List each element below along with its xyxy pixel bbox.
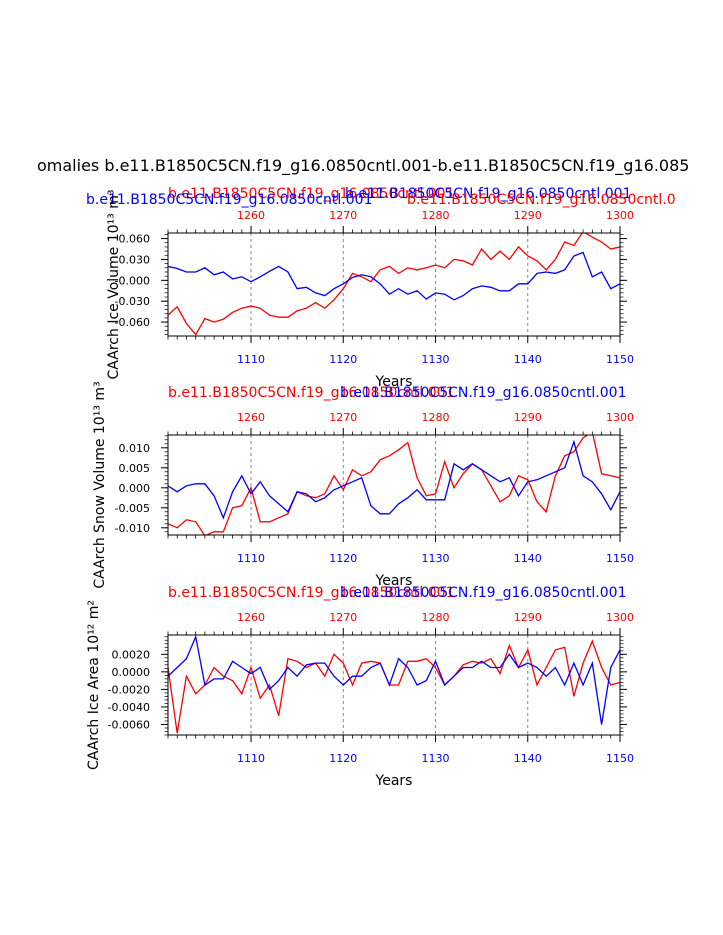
x-bottom-tick-label: 1140 [514,752,542,765]
x-top-tick-label: 1290 [514,411,542,424]
ice-area-panel: b.e11.B1850C5CN.f19_g16.0850cntl.001 b.e… [86,585,634,789]
ice-volume-panel: b.e11.B1850C5CN.f19_g16.0850cntl.001 b.e… [86,186,676,390]
x-bottom-tick-label: 1130 [422,552,450,565]
x-axis-label: Years [375,773,413,789]
x-bottom-tick-label: 1140 [514,353,542,366]
x-top-tick-label: 1290 [514,209,542,222]
x-top-tick-label: 1280 [422,209,450,222]
x-bottom-tick-label: 1110 [237,752,265,765]
y-tick-label: 0.0000 [112,666,151,679]
x-bottom-tick-label: 1150 [606,752,634,765]
x-top-tick-label: 1260 [237,411,265,424]
x-top-tick-label: 1270 [329,611,357,624]
y-axis-label: CAArch Ice Volume 10¹³ m³ [106,190,122,380]
x-top-tick-label: 1280 [422,411,450,424]
y-tick-label: -0.060 [115,316,150,329]
snow-volume-panel: b.e11.B1850C5CN.f19_g16.0850cntl.001 b.e… [92,381,634,589]
y-tick-label: -0.0040 [108,701,150,714]
y-tick-label: 0.005 [119,462,151,475]
x-bottom-tick-label: 1120 [329,353,357,366]
y-axis-label: CAArch Ice Area 10¹² m² [86,600,102,770]
x-bottom-tick-label: 1110 [237,552,265,565]
x-top-tick-label: 1260 [237,611,265,624]
y-tick-label: -0.005 [115,502,150,515]
ice-volume-title-blue: b.e11.B1850C5CN.f19_g16.0850cntl.001 [86,192,372,208]
y-tick-label: -0.000 [115,274,150,287]
snow-volume-title-blue: b.e11.B1850C5CN.f19_g16.0850cntl.001 [340,385,626,401]
red-series-line [168,435,620,535]
ice-volume-title-blue-overlap: b.e11.B1850C5CN.f19_g16.0850cntl.001 [345,186,631,202]
x-bottom-tick-label: 1140 [514,552,542,565]
x-bottom-tick-label: 1110 [237,353,265,366]
ice-volume-plot-area: 1110 1120 1130 1140 1150 1260 1270 1280 1290 1300… [106,190,634,390]
x-axis-label: Years [375,374,413,390]
y-tick-label: -0.030 [115,295,150,308]
y-tick-label: -0.0060 [108,718,150,731]
x-bottom-tick-label: 1120 [329,552,357,565]
y-tick-label: 0.000 [119,482,151,495]
y-tick-label: 0.030 [119,253,151,266]
plot-frame [167,634,621,736]
main-title: omalies b.e11.B1850C5CN.f19_g16.0850cntl… [37,156,689,176]
y-tick-label: 0.0020 [112,648,151,661]
x-top-tick-label: 1270 [329,411,357,424]
plot-frame [167,232,621,337]
red-series-line [168,639,620,734]
x-top-tick-label: 1300 [606,411,634,424]
snow-volume-plot-area: 1110 1120 1130 1140 1150 1260 1270 1280 1290 1300… [92,381,634,589]
y-axis-label: CAArch Snow Volume 10¹³ m³ [92,381,108,588]
x-bottom-tick-label: 1150 [606,353,634,366]
blue-series-line [168,635,620,725]
x-top-tick-label: 1300 [606,611,634,624]
x-bottom-tick-label: 1120 [329,752,357,765]
blue-series-line [168,251,620,301]
snow-volume-title-red: b.e11.B1850C5CN.f19_g16.0850cntl.001 [168,385,454,401]
y-tick-label: -0.010 [115,522,150,535]
x-bottom-tick-label: 1130 [422,353,450,366]
ice-volume-title-red: b.e11.B1850C5CN.f19_g16.0850cntl.001 [168,186,454,202]
x-bottom-tick-label: 1130 [422,752,450,765]
x-top-tick-label: 1300 [606,209,634,222]
plot-frame [167,434,621,536]
ice-volume-title-red-overlap: b.e11.B1850C5CN.f19_g16.0850cntl.0 [407,192,676,208]
red-series-line [168,233,620,336]
ice-area-plot-area: 1110 1120 1130 1140 1150 1260 1270 1280 1290 1300… [86,600,634,789]
x-bottom-tick-label: 1150 [606,552,634,565]
x-top-tick-label: 1270 [329,209,357,222]
x-top-tick-label: 1280 [422,611,450,624]
ice-area-title-red: b.e11.B1850C5CN.f19_g16.0850cntl.001 [168,585,454,601]
x-top-tick-label: 1260 [237,209,265,222]
x-axis-label: Years [375,573,413,589]
y-tick-label: 0.010 [119,442,151,455]
y-tick-label: 0.060 [119,233,151,246]
ice-area-title-blue: b.e11.B1850C5CN.f19_g16.0850cntl.001 [340,585,626,601]
blue-series-line [168,439,620,520]
y-tick-label: -0.0020 [108,683,150,696]
x-top-tick-label: 1290 [514,611,542,624]
